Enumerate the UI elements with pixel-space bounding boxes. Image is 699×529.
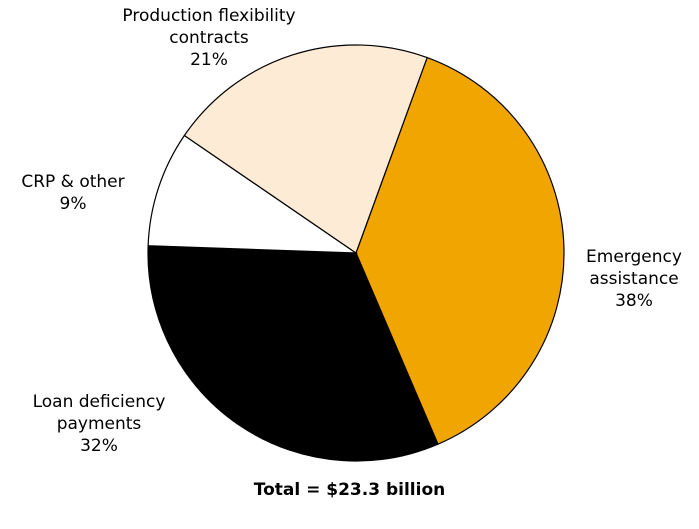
slice-name-label: Emergency <box>586 247 682 267</box>
pie-slice <box>355 56 565 445</box>
slice-name-label: CRP & other <box>21 172 124 192</box>
pie-slice <box>147 245 439 462</box>
pie-slice <box>183 44 428 254</box>
slice-percent-label: 32% <box>80 436 118 456</box>
slice-name-label: Loan deficiency <box>33 392 166 412</box>
slice-name-label: payments <box>57 414 142 434</box>
chart-total: Total = $23.3 billion <box>253 480 446 500</box>
slice-name-label: contracts <box>169 28 249 48</box>
slice-percent-label: 38% <box>615 291 653 311</box>
slice-percent-label: 21% <box>190 50 228 70</box>
slice-name-label: Production flexibility <box>122 6 295 26</box>
slice-percent-label: 9% <box>60 194 87 214</box>
pie-slice <box>147 134 359 254</box>
slice-name-label: assistance <box>589 269 678 289</box>
